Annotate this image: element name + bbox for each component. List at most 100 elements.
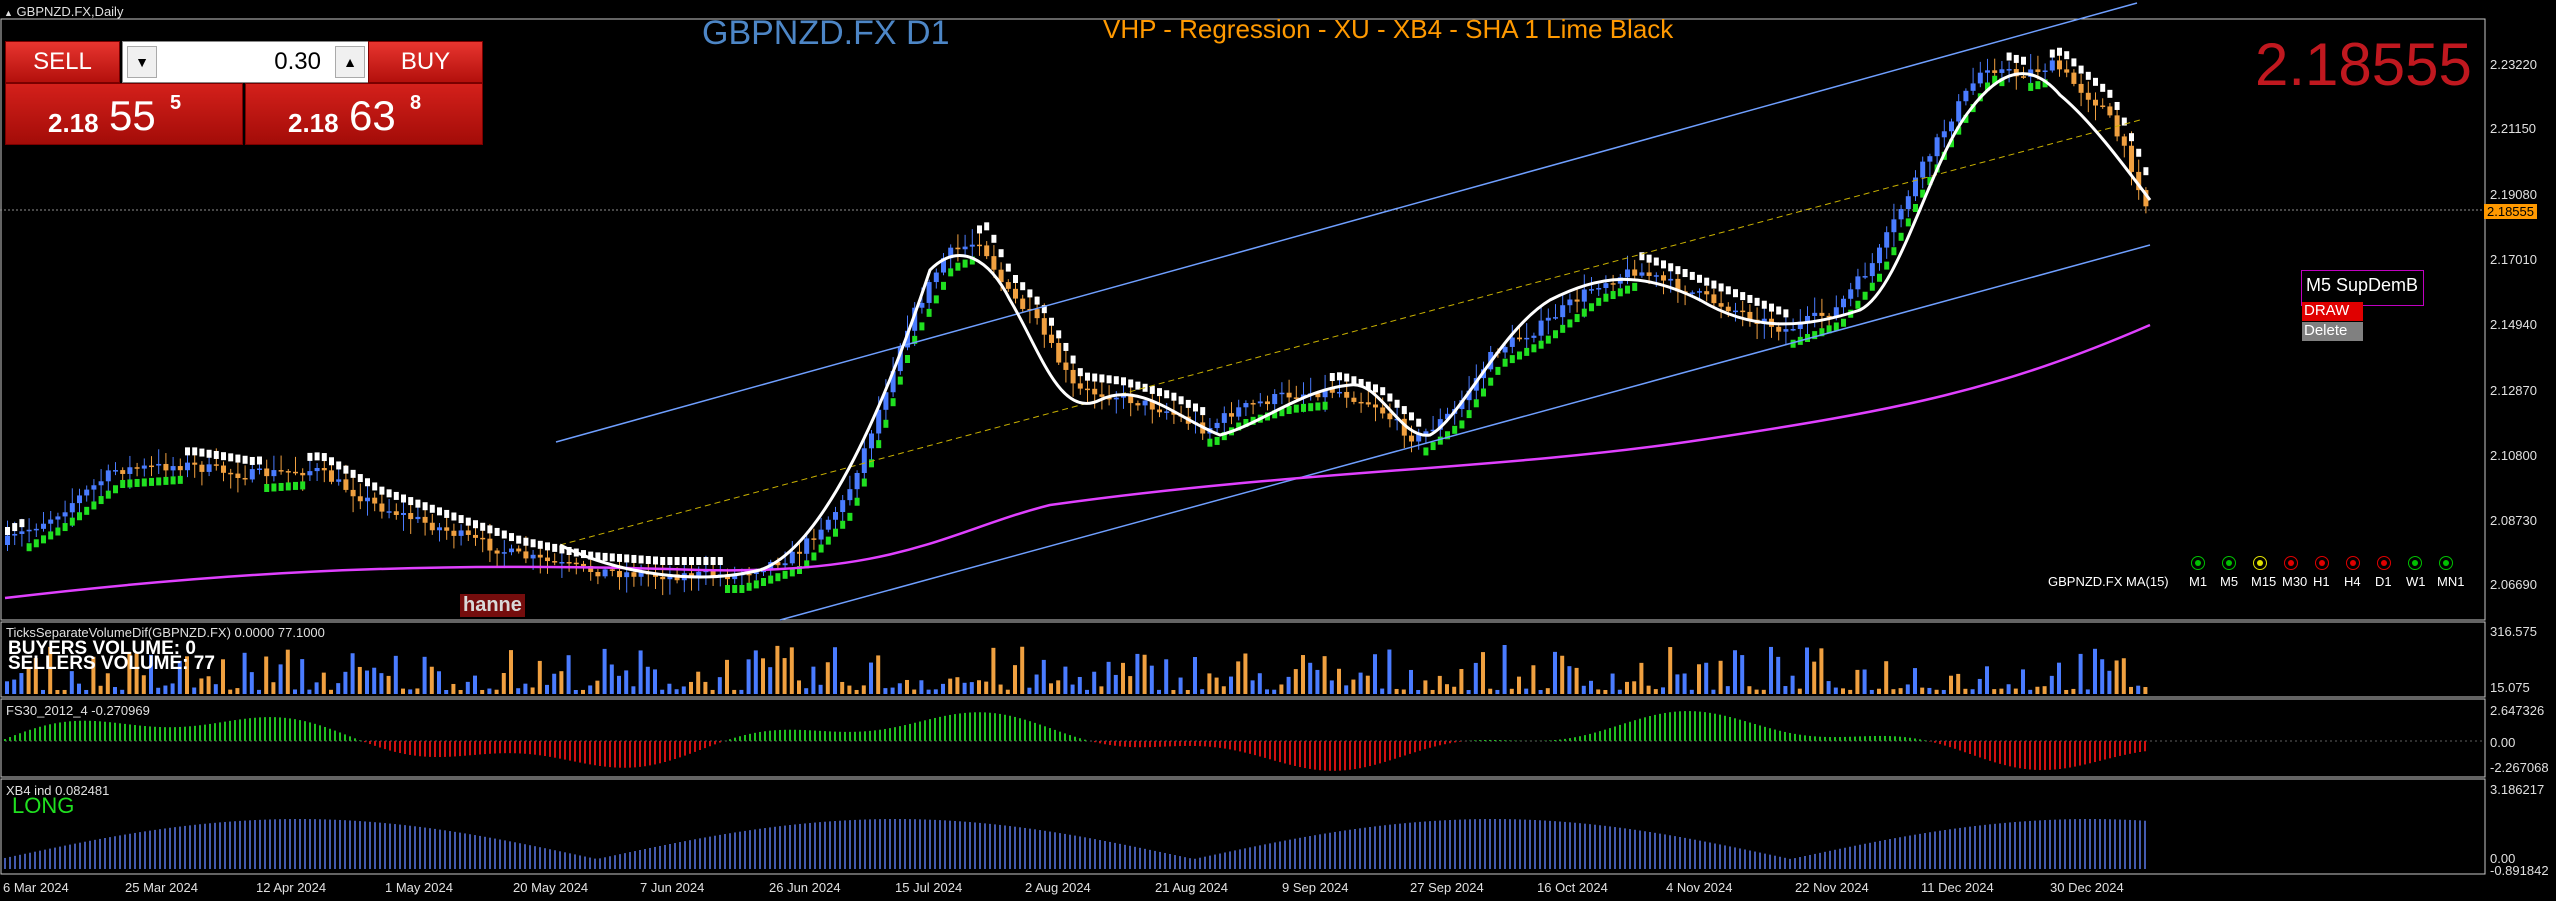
buyers-volume: BUYERS VOLUME: 0 <box>8 638 196 659</box>
volume-bar <box>905 679 909 694</box>
xb4-panel-title: XB4 ind 0.082481 <box>6 783 110 798</box>
buy-price-box[interactable]: 2.18 63 8 <box>245 83 483 145</box>
volume-bar <box>1754 689 1759 694</box>
volume-bar <box>1949 675 1953 694</box>
chart-symbol-title: GBPNZD.FX D1 <box>702 14 950 52</box>
down-trail-mark <box>2107 89 2113 98</box>
down-trail-mark <box>242 455 248 464</box>
lot-size-field[interactable]: ▼ 0.30 ▲ <box>122 41 370 83</box>
up-trail-mark <box>1560 324 1566 333</box>
date-axis-label: 7 Jun 2024 <box>640 880 705 895</box>
up-trail-mark <box>1466 410 1472 419</box>
lot-value[interactable]: 0.30 <box>274 48 321 75</box>
timeframe-h1-icon[interactable] <box>2315 556 2329 570</box>
timeframe-m5-icon[interactable] <box>2222 556 2236 570</box>
lot-decrease-button[interactable]: ▼ <box>127 46 157 78</box>
volume-bar <box>465 681 470 694</box>
timeframe-w1-icon[interactable] <box>2408 556 2422 570</box>
down-trail-mark <box>645 555 651 564</box>
sell-button[interactable]: SELL <box>5 41 120 83</box>
volume-bar <box>948 678 953 694</box>
candle-body <box>1466 390 1472 401</box>
delete-button[interactable]: Delete <box>2302 322 2363 341</box>
timeframe-m15-icon[interactable] <box>2253 556 2267 570</box>
up-trail-mark <box>1855 300 1861 309</box>
up-trail-mark <box>955 262 961 271</box>
volume-bar <box>919 680 924 694</box>
volume-bar <box>271 682 276 694</box>
candle-body <box>638 572 644 577</box>
volume-panel[interactable] <box>5 645 2148 694</box>
candle-body <box>293 471 298 474</box>
collapse-icon[interactable]: ▲ <box>4 8 13 18</box>
down-trail-mark <box>1358 378 1364 387</box>
volume-bar <box>681 686 686 694</box>
volume-bar <box>1877 688 1881 694</box>
lot-increase-button[interactable]: ▲ <box>335 46 365 78</box>
volume-bar <box>1502 645 1507 694</box>
draw-button[interactable]: DRAW <box>2302 302 2363 321</box>
volume-bar <box>2013 688 2018 694</box>
xb4-panel[interactable] <box>4 819 2146 869</box>
timeframe-m30-icon[interactable] <box>2284 556 2298 570</box>
fs30-panel[interactable] <box>4 711 2146 771</box>
up-trail-mark <box>732 585 738 593</box>
candle-body <box>890 371 896 393</box>
up-trail-mark <box>725 585 730 593</box>
candle-body <box>199 464 205 472</box>
up-trail-mark <box>62 523 68 532</box>
candle-body <box>1704 291 1710 295</box>
candle-body <box>307 471 313 476</box>
up-trail-mark <box>1437 436 1443 445</box>
timeframe-h4-icon[interactable] <box>2346 556 2360 570</box>
candle-body <box>660 576 666 580</box>
down-trail-mark <box>509 533 514 542</box>
volume-bar <box>1063 666 1068 694</box>
supdem-box[interactable]: M5 SupDemB <box>2301 270 2424 306</box>
up-trail-mark <box>1214 436 1220 445</box>
candle-body <box>458 530 464 536</box>
up-trail-mark <box>170 476 176 485</box>
timeframe-mn1-icon[interactable] <box>2439 556 2453 570</box>
down-trail-mark <box>213 450 219 459</box>
main-price-panel[interactable] <box>4 2 2152 621</box>
volume-bar <box>1970 689 1975 694</box>
volume-bar <box>1927 687 1932 694</box>
down-trail-mark <box>696 557 702 565</box>
volume-bar <box>1495 689 1500 694</box>
candle-body <box>588 565 594 572</box>
candle-body <box>1077 383 1083 389</box>
volume-bar <box>33 658 38 694</box>
sell-price-box[interactable]: 2.18 55 5 <box>5 83 243 145</box>
timeframe-d1-icon[interactable] <box>2377 556 2391 570</box>
candle-body <box>1581 289 1587 302</box>
candle-body <box>55 516 61 520</box>
candle-body <box>19 531 25 534</box>
candle-body <box>516 548 522 552</box>
down-trail-mark <box>624 554 630 563</box>
volume-bar <box>1567 666 1572 694</box>
candle-body <box>1257 401 1263 404</box>
candle-body <box>2085 92 2091 100</box>
candle-body <box>242 477 248 480</box>
candle-body <box>1797 321 1803 329</box>
candle-body <box>1430 429 1436 432</box>
volume-bar <box>1207 673 1212 694</box>
buy-button[interactable]: BUY <box>368 41 483 83</box>
volume-bar <box>962 682 967 694</box>
volume-bar <box>1178 677 1183 694</box>
up-trail-mark <box>818 544 824 553</box>
down-trail-mark <box>357 474 363 483</box>
candle-body <box>1041 318 1047 335</box>
candle-body <box>977 244 982 247</box>
down-trail-mark <box>228 453 234 462</box>
timeframe-m1-icon[interactable] <box>2191 556 2205 570</box>
down-trail-mark <box>19 519 25 528</box>
up-trail-mark <box>919 322 925 331</box>
xb4-axis-top: 3.186217 <box>2490 782 2545 797</box>
volume-bar <box>631 686 636 694</box>
date-axis-label: 22 Nov 2024 <box>1795 880 1869 895</box>
volume-bar <box>732 689 737 694</box>
candle-body <box>710 570 716 577</box>
